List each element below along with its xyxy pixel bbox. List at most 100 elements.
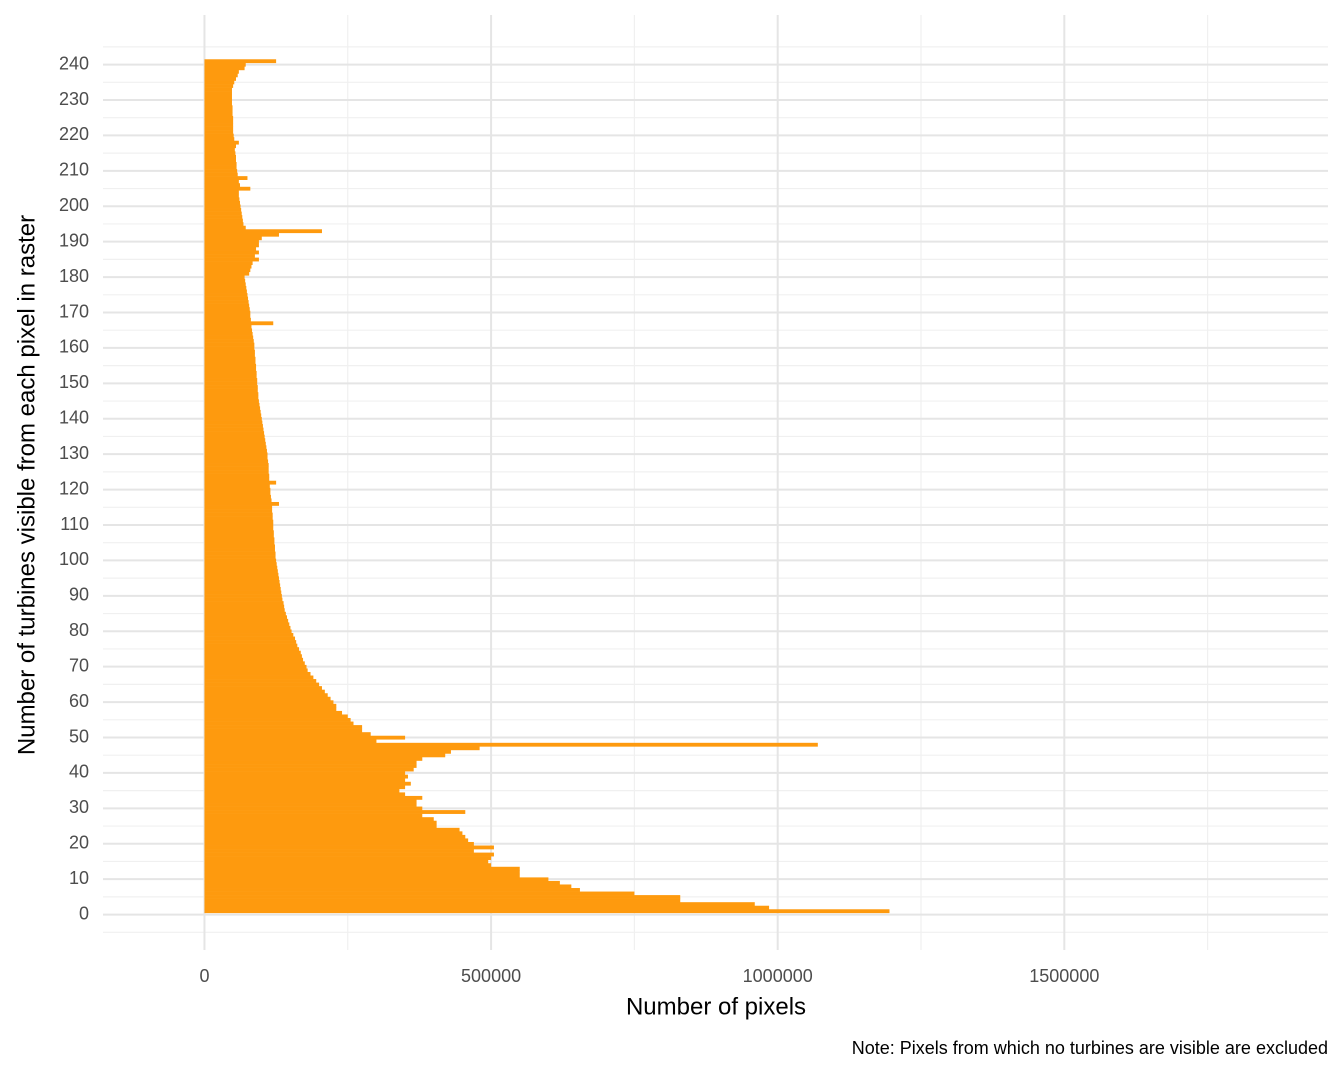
bar — [204, 147, 235, 152]
y-tick-label: 70 — [69, 655, 89, 675]
bar — [204, 657, 304, 662]
bar — [204, 441, 266, 446]
bar — [204, 137, 235, 142]
bar — [204, 753, 446, 758]
bar — [204, 707, 337, 712]
bar — [204, 845, 494, 850]
bar — [204, 870, 520, 875]
bar — [204, 402, 260, 407]
bar — [204, 275, 245, 280]
x-axis-title: Number of pixels — [626, 993, 806, 1020]
bar — [204, 668, 308, 673]
y-tick-label: 50 — [69, 726, 89, 746]
bar — [204, 721, 354, 726]
bar — [204, 601, 284, 605]
bar — [204, 781, 411, 786]
bar — [204, 321, 274, 326]
bar — [204, 880, 560, 885]
bar — [204, 66, 245, 71]
bar — [204, 643, 298, 648]
bar — [204, 239, 259, 244]
bar — [204, 824, 437, 829]
bar — [204, 902, 755, 907]
bar — [204, 101, 232, 106]
y-tick-label: 10 — [69, 868, 89, 888]
bar — [204, 144, 236, 149]
bar — [204, 154, 236, 159]
bar — [204, 679, 317, 683]
bar — [204, 438, 266, 443]
bar — [204, 140, 239, 145]
y-tick-label: 60 — [69, 691, 89, 711]
y-tick-label: 210 — [59, 160, 89, 180]
bar — [204, 59, 277, 64]
bar — [204, 271, 250, 276]
bar — [204, 346, 255, 350]
bar — [204, 186, 251, 191]
bar — [204, 317, 251, 322]
bar — [204, 548, 275, 552]
bar — [204, 572, 279, 577]
bar — [204, 87, 232, 92]
y-tick-label: 150 — [59, 372, 89, 392]
bar — [204, 778, 406, 783]
x-tick-label: 1000000 — [743, 966, 813, 986]
bar — [204, 69, 239, 74]
bar — [204, 374, 257, 379]
bar — [204, 540, 275, 545]
bar — [204, 891, 635, 896]
y-tick-label: 200 — [59, 195, 89, 215]
bar — [204, 427, 264, 432]
bar — [204, 693, 328, 698]
bar — [204, 558, 277, 563]
bar — [204, 200, 241, 205]
bar — [204, 179, 239, 184]
bar — [204, 211, 242, 216]
y-tick-label: 100 — [59, 549, 89, 569]
bar — [204, 859, 489, 864]
bar — [204, 246, 257, 251]
bar — [204, 197, 240, 202]
bar — [204, 76, 236, 81]
bar — [204, 873, 520, 878]
bar — [204, 480, 277, 485]
bar — [204, 285, 247, 290]
bar — [204, 339, 254, 343]
bar — [204, 123, 234, 127]
bar — [204, 718, 351, 722]
bar — [204, 254, 255, 258]
y-tick-label: 80 — [69, 620, 89, 640]
bar — [204, 473, 270, 478]
bar — [204, 264, 252, 269]
bar — [204, 445, 267, 450]
bar — [204, 119, 234, 124]
bar — [204, 849, 474, 853]
bar — [204, 562, 277, 567]
bar — [204, 523, 274, 528]
bar — [204, 158, 236, 163]
bar — [204, 533, 274, 538]
y-tick-label: 30 — [69, 797, 89, 817]
bar — [204, 108, 233, 113]
x-tick-label: 1500000 — [1029, 966, 1099, 986]
y-tick-label: 110 — [60, 514, 89, 534]
bar — [204, 604, 285, 609]
bar — [204, 477, 270, 482]
bar — [204, 764, 417, 768]
bar — [204, 803, 417, 807]
bar — [204, 222, 244, 227]
bar — [204, 112, 233, 117]
bar — [204, 633, 294, 637]
bar — [204, 491, 271, 496]
bar — [204, 856, 492, 860]
bar — [204, 296, 249, 301]
bar — [204, 831, 463, 836]
bar — [204, 448, 267, 453]
bar — [204, 183, 241, 188]
bar — [204, 395, 259, 400]
bar — [204, 590, 282, 595]
bar — [204, 232, 279, 237]
bar — [204, 671, 311, 676]
x-tick-label: 0 — [199, 966, 209, 986]
